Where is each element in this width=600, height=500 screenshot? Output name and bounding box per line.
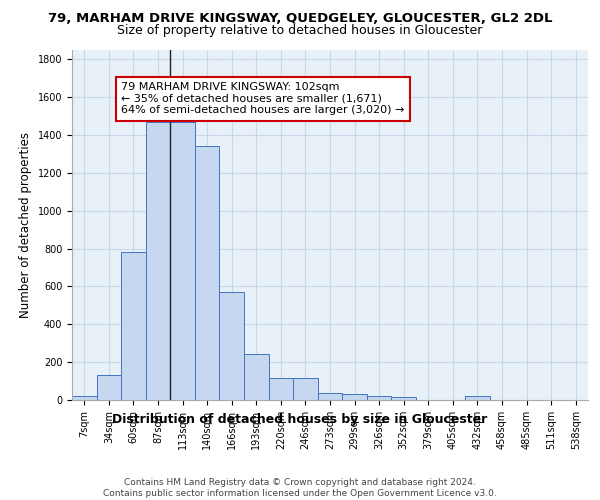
Text: 79, MARHAM DRIVE KINGSWAY, QUEDGELEY, GLOUCESTER, GL2 2DL: 79, MARHAM DRIVE KINGSWAY, QUEDGELEY, GL… [48,12,552,26]
Bar [293,378,318,400]
Y-axis label: Number of detached properties: Number of detached properties [19,132,32,318]
Text: 79 MARHAM DRIVE KINGSWAY: 102sqm
← 35% of detached houses are smaller (1,671)
64: 79 MARHAM DRIVE KINGSWAY: 102sqm ← 35% o… [121,82,404,116]
Bar [269,378,293,400]
Bar [465,396,490,400]
Text: Size of property relative to detached houses in Gloucester: Size of property relative to detached ho… [118,24,482,37]
Bar [318,394,342,400]
Bar [146,122,170,400]
Bar [195,146,220,400]
Bar [367,396,391,400]
Bar [244,354,269,400]
Bar [97,376,121,400]
Bar [170,122,195,400]
Bar [220,292,244,400]
Text: Contains HM Land Registry data © Crown copyright and database right 2024.
Contai: Contains HM Land Registry data © Crown c… [103,478,497,498]
Bar [391,397,416,400]
Bar [72,396,97,400]
Text: Distribution of detached houses by size in Gloucester: Distribution of detached houses by size … [112,412,488,426]
Bar [342,394,367,400]
Bar [121,252,146,400]
